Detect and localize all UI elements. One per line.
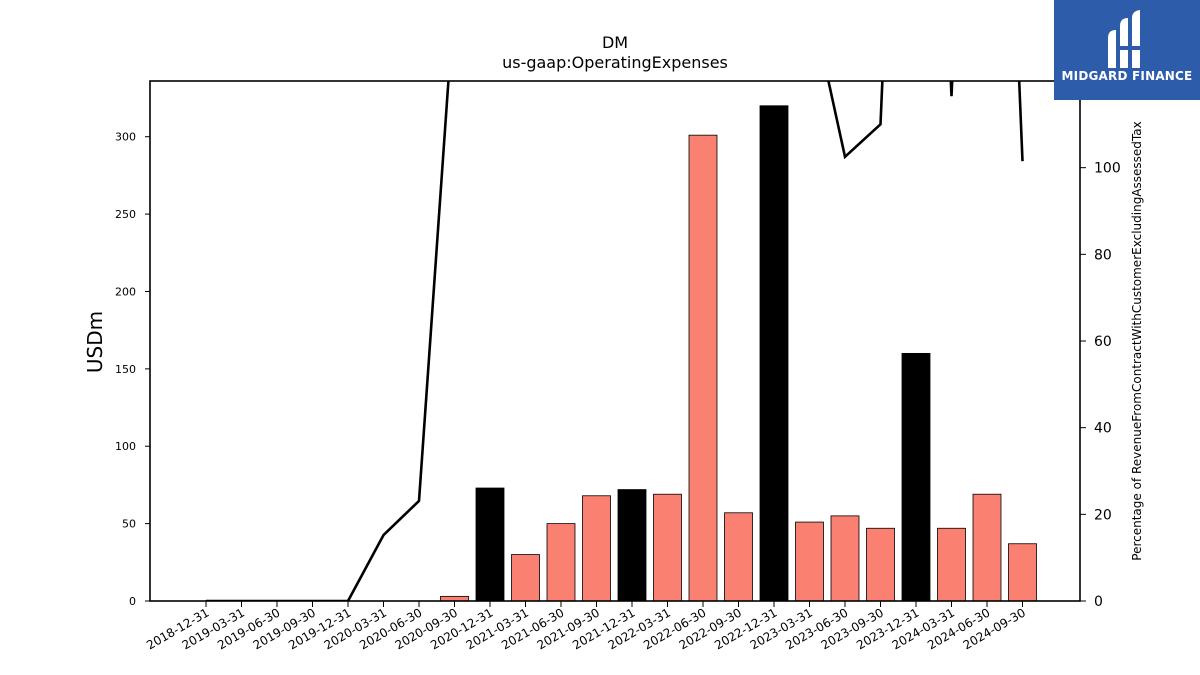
bar-2022-03-31 [653, 493, 682, 602]
line-path [206, 81, 1024, 601]
y-tick-label: 50 [122, 518, 136, 531]
chart-title: DM [602, 33, 628, 52]
bar-2022-09-30 [724, 512, 753, 602]
y-tick-label: 300 [115, 131, 136, 144]
y-tick-label: 250 [115, 208, 136, 221]
y2-tick-label: 0 [1094, 594, 1103, 610]
bar-2022-06-30 [688, 134, 718, 602]
y-tick-label: 200 [115, 285, 136, 298]
bar-2021-06-30 [546, 523, 576, 602]
y2-tick-label: 40 [1094, 421, 1112, 437]
bar-2021-03-31 [511, 554, 540, 602]
y-tick-label: 100 [115, 440, 136, 453]
bar-2024-09-30 [1008, 543, 1037, 602]
bar-2020-12-31 [475, 487, 505, 602]
logo-text: MIDGARD FINANCE [1061, 69, 1193, 83]
bar-2022-12-31 [759, 105, 789, 602]
midgard-finance-logo: MIDGARD FINANCE [1054, 0, 1200, 100]
line-series [206, 81, 1024, 601]
bar-2024-03-31 [937, 527, 966, 602]
bar-2023-06-30 [830, 515, 860, 602]
bar-series [440, 105, 1037, 602]
y-axis-label: USDm [83, 311, 107, 373]
y2-tick-label: 60 [1094, 334, 1112, 350]
bar-2021-09-30 [582, 495, 611, 602]
y2-tick-label: 20 [1094, 507, 1112, 523]
y2-axis-label: Percentage of RevenueFromContractWithCus… [1130, 121, 1144, 560]
bar-2023-09-30 [866, 527, 895, 602]
midgard-finance-logo-icon [1108, 10, 1142, 68]
y-tick-label: 150 [115, 363, 136, 376]
bar-2023-12-31 [901, 352, 931, 602]
y2-tick-label: 100 [1094, 161, 1121, 177]
y-tick-label: 0 [129, 595, 136, 608]
bar-2021-12-31 [617, 489, 647, 602]
bar-2024-06-30 [972, 493, 1002, 602]
bar-2023-03-31 [795, 521, 824, 602]
plot-frame [149, 80, 1081, 602]
chart-subtitle: us-gaap:OperatingExpenses [502, 53, 728, 72]
y2-tick-label: 80 [1094, 247, 1112, 263]
